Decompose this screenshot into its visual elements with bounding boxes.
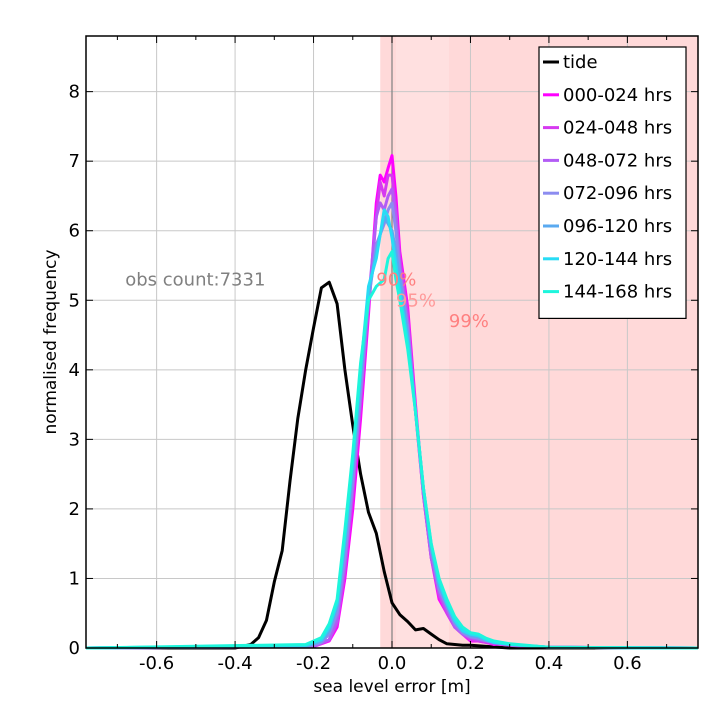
legend-label: 144-168 hrs [563, 282, 672, 303]
percentile-label-90: 90% [376, 269, 416, 290]
y-tick-label: 0 [69, 638, 80, 659]
x-tick-label: 0.4 [535, 653, 564, 674]
x-tick-label: 0.2 [456, 653, 485, 674]
y-tick-label: 8 [69, 82, 80, 103]
series-lines [85, 154, 699, 650]
y-tick-label: 7 [69, 151, 80, 172]
legend: tide 000-024 hrs 024-048 hrs 048-072 hrs 072… [538, 46, 687, 319]
x-tick-label: 0.6 [613, 653, 642, 674]
x-tick-label: -0.2 [296, 653, 331, 674]
legend-label: 024-048 hrs [563, 118, 672, 139]
series-line-tide [86, 280, 698, 650]
y-tick-label: 2 [69, 499, 80, 520]
legend-label: 096-120 hrs [563, 216, 672, 237]
percentile-label-99: 99% [449, 311, 489, 332]
y-tick-label: 6 [69, 221, 80, 242]
x-tick-label: 0.0 [378, 653, 407, 674]
percentile-band-95 [395, 36, 449, 648]
legend-label: 048-072 hrs [563, 150, 672, 171]
percentile-label-95: 95% [396, 290, 436, 311]
y-axis-label: normalised frequency [41, 249, 61, 434]
y-tick-label: 3 [69, 429, 80, 450]
x-tick-label: -0.6 [139, 653, 174, 674]
axis-ticks: -0.6 -0.4 -0.2 0.0 0.2 0.4 0.6 0 1 2 3 4 5 6 7 8 [69, 36, 698, 674]
y-tick-label: 4 [69, 360, 80, 381]
x-tick-label: -0.4 [218, 653, 253, 674]
y-tick-label: 5 [69, 290, 80, 311]
legend-label: 000-024 hrs [563, 85, 672, 106]
y-tick-label: 1 [69, 568, 80, 589]
obs-count-annotation: obs count:7331 [125, 269, 265, 290]
legend-label: 120-144 hrs [563, 249, 672, 270]
legend-box [538, 46, 687, 319]
x-axis-label: sea level error [m] [313, 677, 470, 697]
legend-label: tide [563, 52, 598, 73]
series-line-144-168-hrs [85, 250, 699, 650]
legend-label: 072-096 hrs [563, 183, 672, 204]
annotations: obs count:7331 90%95% 99% [125, 269, 489, 332]
percentile-band-90 [380, 36, 396, 648]
